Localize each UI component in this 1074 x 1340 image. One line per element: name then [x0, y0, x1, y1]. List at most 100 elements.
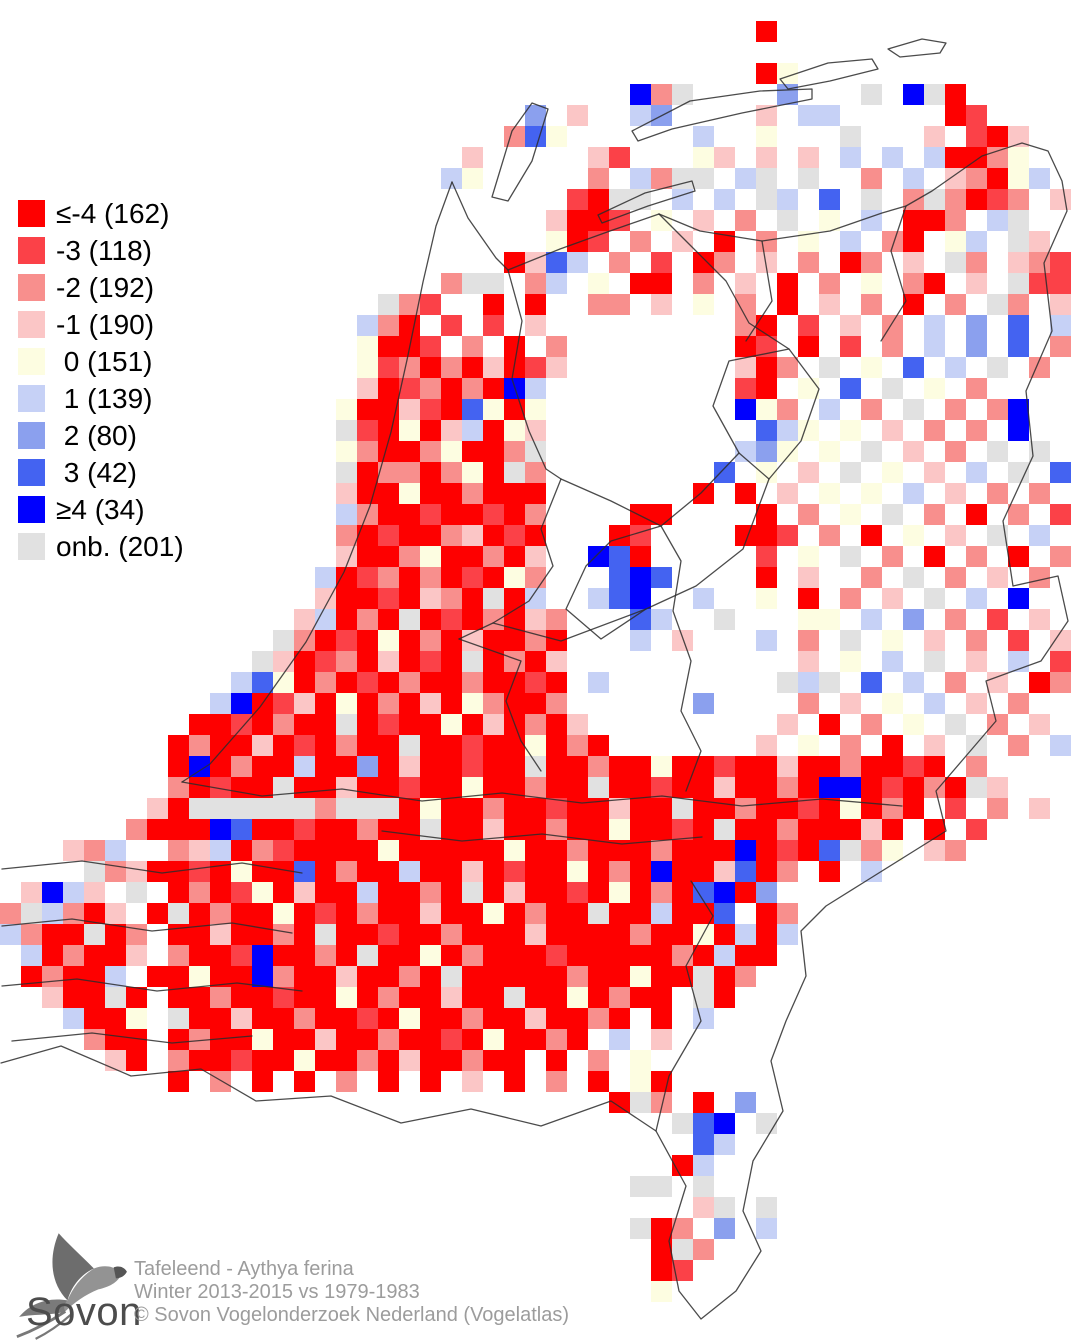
grid-cell	[462, 924, 483, 945]
grid-cell	[861, 798, 882, 819]
grid-cell	[420, 357, 441, 378]
grid-cell	[882, 315, 903, 336]
grid-cell	[420, 966, 441, 987]
grid-cell	[756, 399, 777, 420]
grid-cell	[525, 420, 546, 441]
grid-cell	[651, 294, 672, 315]
grid-cell	[378, 798, 399, 819]
grid-cell	[294, 819, 315, 840]
grid-cell	[525, 924, 546, 945]
grid-cell	[966, 168, 987, 189]
grid-cell	[252, 882, 273, 903]
grid-cell	[462, 147, 483, 168]
grid-cell	[651, 1218, 672, 1239]
grid-cell	[567, 924, 588, 945]
grid-cell	[756, 504, 777, 525]
grid-cell	[693, 1113, 714, 1134]
grid-cell	[441, 924, 462, 945]
grid-cell	[252, 777, 273, 798]
grid-cell	[483, 357, 504, 378]
grid-cell	[819, 273, 840, 294]
grid-cell	[1008, 126, 1029, 147]
grid-cell	[84, 1008, 105, 1029]
grid-cell	[588, 147, 609, 168]
legend-swatch	[18, 348, 45, 375]
grid-cell	[735, 945, 756, 966]
grid-cell	[882, 840, 903, 861]
grid-cell	[273, 987, 294, 1008]
grid-cell	[588, 189, 609, 210]
grid-cell	[483, 567, 504, 588]
grid-cell	[903, 231, 924, 252]
grid-cell	[504, 798, 525, 819]
grid-cell	[525, 315, 546, 336]
grid-cell	[315, 735, 336, 756]
grid-cell	[252, 861, 273, 882]
grid-cell	[504, 420, 525, 441]
grid-cell	[105, 924, 126, 945]
grid-cell	[315, 567, 336, 588]
grid-cell	[945, 84, 966, 105]
grid-cell	[420, 483, 441, 504]
grid-cell	[399, 756, 420, 777]
grid-cell	[1029, 609, 1050, 630]
grid-cell	[588, 1008, 609, 1029]
grid-cell	[756, 63, 777, 84]
grid-cell	[1008, 231, 1029, 252]
grid-cell	[357, 525, 378, 546]
grid-cell	[987, 777, 1008, 798]
grid-cell	[252, 945, 273, 966]
grid-cell	[273, 1029, 294, 1050]
grid-cell	[525, 630, 546, 651]
grid-cell	[441, 504, 462, 525]
grid-cell	[987, 126, 1008, 147]
grid-cell	[798, 588, 819, 609]
grid-cell	[651, 1071, 672, 1092]
grid-cell	[441, 819, 462, 840]
grid-cell	[630, 924, 651, 945]
grid-cell	[525, 882, 546, 903]
grid-cell	[336, 777, 357, 798]
grid-cell	[756, 567, 777, 588]
grid-cell	[189, 798, 210, 819]
grid-cell	[735, 315, 756, 336]
grid-cell	[756, 1197, 777, 1218]
grid-cell	[651, 861, 672, 882]
grid-cell	[441, 1008, 462, 1029]
grid-cell	[861, 756, 882, 777]
grid-cell	[483, 420, 504, 441]
grid-cell	[105, 1008, 126, 1029]
grid-cell	[336, 651, 357, 672]
grid-cell	[735, 1092, 756, 1113]
grid-cell	[504, 903, 525, 924]
grid-cell	[1029, 798, 1050, 819]
grid-cell	[441, 567, 462, 588]
grid-cell	[441, 420, 462, 441]
grid-cell	[294, 714, 315, 735]
grid-cell	[819, 210, 840, 231]
grid-cell	[483, 861, 504, 882]
grid-cell	[987, 714, 1008, 735]
grid-cell	[735, 798, 756, 819]
grid-cell	[378, 840, 399, 861]
grid-cell	[798, 378, 819, 399]
grid-cell	[546, 714, 567, 735]
grid-cell	[273, 777, 294, 798]
grid-cell	[714, 819, 735, 840]
grid-cell	[378, 1008, 399, 1029]
grid-cell	[861, 861, 882, 882]
grid-cell	[336, 693, 357, 714]
grid-cell	[273, 714, 294, 735]
grid-cell	[651, 840, 672, 861]
grid-cell	[987, 147, 1008, 168]
grid-cell	[168, 1008, 189, 1029]
grid-cell	[924, 336, 945, 357]
legend-item: 1 (139)	[18, 385, 184, 413]
grid-cell	[630, 231, 651, 252]
grid-cell	[231, 693, 252, 714]
grid-cell	[609, 819, 630, 840]
grid-cell	[588, 735, 609, 756]
grid-cell	[966, 147, 987, 168]
grid-cell	[924, 777, 945, 798]
grid-cell	[882, 462, 903, 483]
